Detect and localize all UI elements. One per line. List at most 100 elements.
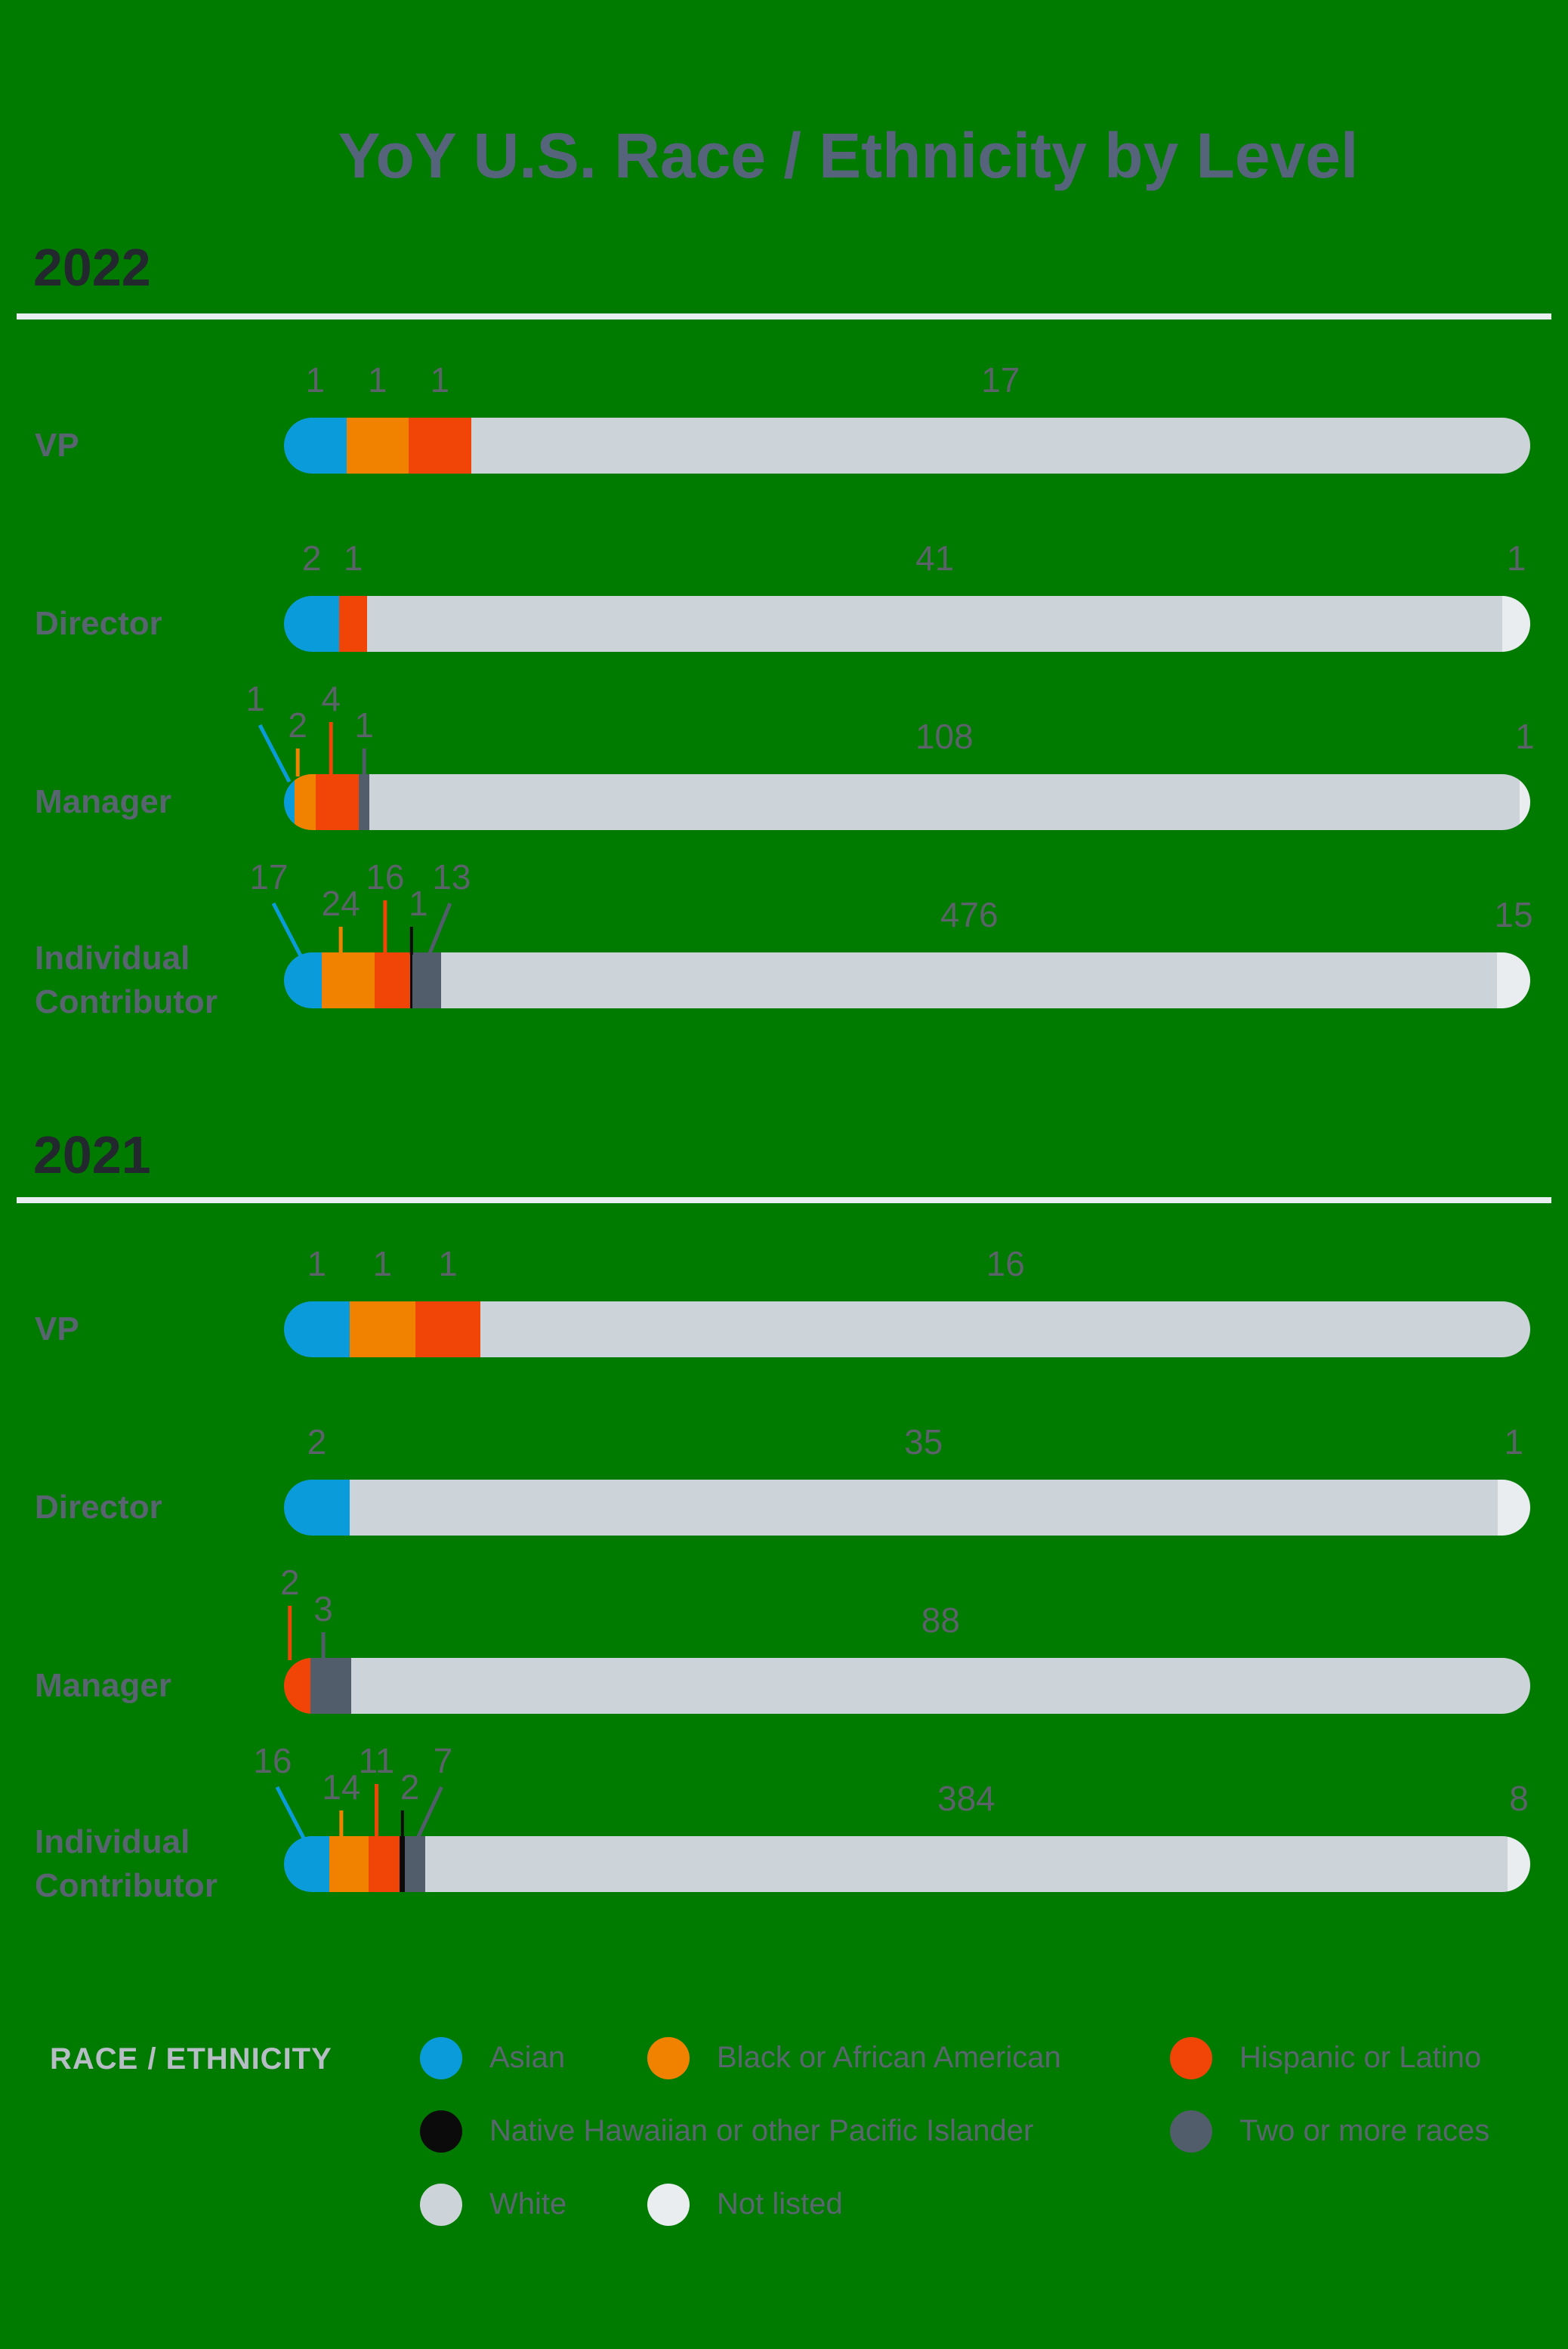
value-label-two_or_more: 3	[313, 1589, 333, 1628]
segment-white	[366, 596, 1503, 652]
bar-row-vp: VP 1 1 1 16	[0, 1203, 1568, 1381]
value-label-white: 88	[921, 1600, 960, 1640]
value-label-native_hawaiian: 2	[400, 1767, 420, 1807]
stacked-bar	[284, 1658, 1530, 1714]
hispanic-dot-icon	[1170, 2036, 1212, 2079]
segment-black	[321, 952, 375, 1008]
native-hawaiian-dot-icon	[420, 2110, 462, 2153]
legend-item-label: Black or African American	[717, 2041, 1061, 2074]
segment-black	[346, 418, 409, 474]
value-label-asian: 1	[305, 360, 326, 400]
legend-item-label: Two or more races	[1239, 2114, 1490, 2147]
segment-not_listed	[1508, 1836, 1530, 1892]
segment-two_or_more	[310, 1658, 351, 1714]
value-label-not_listed: 1	[1504, 1422, 1524, 1462]
level-label: Director	[35, 1489, 162, 1526]
segment-white	[369, 774, 1520, 830]
legend-title: RACE / ETHNICITY	[50, 2042, 332, 2076]
segment-asian	[284, 418, 347, 474]
segment-not_listed	[1519, 774, 1530, 830]
level-label: VP	[35, 1310, 79, 1347]
value-label-not_listed: 8	[1509, 1779, 1529, 1818]
segment-asian	[284, 596, 340, 652]
value-label-native_hawaiian: 1	[409, 884, 428, 923]
year-header-2022: 2022	[33, 238, 151, 297]
segment-hispanic	[284, 1658, 311, 1714]
segment-two_or_more	[412, 952, 442, 1008]
stacked-bar	[284, 596, 1530, 652]
segment-asian	[284, 952, 322, 1008]
not-listed-dot-icon	[647, 2183, 690, 2226]
stacked-bar	[284, 1301, 1530, 1357]
segment-hispanic	[339, 596, 367, 652]
segment-not_listed	[1502, 596, 1530, 652]
value-label-asian: 17	[249, 857, 289, 897]
legend-item-label: Native Hawaiian or other Pacific Islande…	[489, 2114, 1034, 2147]
legend-item-label: Not listed	[717, 2187, 843, 2221]
segment-black	[329, 1836, 369, 1892]
asian-dot-icon	[420, 2036, 462, 2079]
legend-item-hispanic: Hispanic or Latino	[1170, 2021, 1481, 2094]
value-label-asian: 16	[253, 1741, 292, 1780]
segment-native_hawaiian	[400, 1836, 406, 1892]
level-label: Manager	[35, 783, 171, 820]
segment-hispanic	[375, 952, 411, 1008]
level-label: Manager	[35, 1667, 171, 1704]
stacked-bar	[284, 1836, 1530, 1892]
segment-asian	[284, 774, 295, 830]
segment-not_listed	[1496, 952, 1530, 1008]
bar-row-manager: Manager 1 2 4 1 108 1	[0, 676, 1568, 854]
legend-item-native_hawaiian: Native Hawaiian or other Pacific Islande…	[420, 2094, 1033, 2168]
segment-white	[349, 1480, 1498, 1536]
legend-item-two_or_more: Two or more races	[1170, 2094, 1489, 2168]
value-label-black: 1	[372, 1244, 393, 1283]
value-label-asian: 1	[245, 679, 265, 718]
section-rows-2022: VP 1 1 1 17 Director 2 1 41 1 Manager 1 2 4 1 108 1 Indiv…	[0, 319, 1568, 1033]
segment-not_listed	[1497, 1480, 1530, 1536]
section-divider	[17, 1197, 1551, 1203]
value-label-hispanic: 1	[343, 539, 363, 578]
segment-native_hawaiian	[410, 952, 413, 1008]
segment-white	[441, 952, 1497, 1008]
value-label-hispanic: 16	[366, 857, 405, 897]
value-label-white: 476	[940, 895, 999, 934]
bar-row-vp: VP 1 1 1 17	[0, 319, 1568, 498]
segment-white	[424, 1836, 1508, 1892]
segment-hispanic	[368, 1836, 400, 1892]
value-label-asian: 1	[307, 1244, 327, 1283]
segment-asian	[284, 1480, 350, 1536]
segment-white	[350, 1658, 1530, 1714]
bar-row-individual-contributor: Individual Contributor 17 24 16 1 13 476 15	[0, 854, 1568, 1033]
segment-asian	[284, 1301, 350, 1357]
section-divider	[17, 313, 1551, 319]
value-label-white: 384	[937, 1779, 995, 1818]
level-label: Director	[35, 605, 162, 642]
value-label-hispanic: 1	[438, 1244, 458, 1283]
leader-line-two_or_more	[425, 903, 452, 961]
two-or-more-dot-icon	[1170, 2110, 1212, 2153]
segment-two_or_more	[405, 1836, 425, 1892]
value-label-not_listed: 15	[1494, 895, 1533, 934]
value-label-hispanic: 1	[430, 360, 450, 400]
value-label-white: 35	[904, 1422, 943, 1462]
legend-item-white: White	[420, 2168, 566, 2241]
value-label-two_or_more: 1	[354, 705, 374, 745]
segment-white	[480, 1301, 1530, 1357]
segment-black	[295, 774, 316, 830]
level-label: Individual Contributor	[35, 1823, 218, 1904]
legend-item-asian: Asian	[420, 2021, 565, 2094]
segment-hispanic	[316, 774, 359, 830]
black-dot-icon	[647, 2036, 690, 2079]
page-title: YoY U.S. Race / Ethnicity by Level	[338, 120, 1359, 191]
stacked-bar	[284, 952, 1530, 1008]
value-label-hispanic: 11	[358, 1741, 395, 1780]
legend-item-black: Black or African American	[647, 2021, 1061, 2094]
legend-item-label: White	[489, 2187, 567, 2221]
value-label-not_listed: 1	[1515, 717, 1535, 756]
level-label: Individual Contributor	[35, 940, 218, 1020]
legend-item-label: Hispanic or Latino	[1239, 2041, 1482, 2074]
level-label: VP	[35, 427, 79, 464]
value-label-black: 24	[321, 884, 360, 923]
value-label-black: 1	[367, 360, 387, 400]
